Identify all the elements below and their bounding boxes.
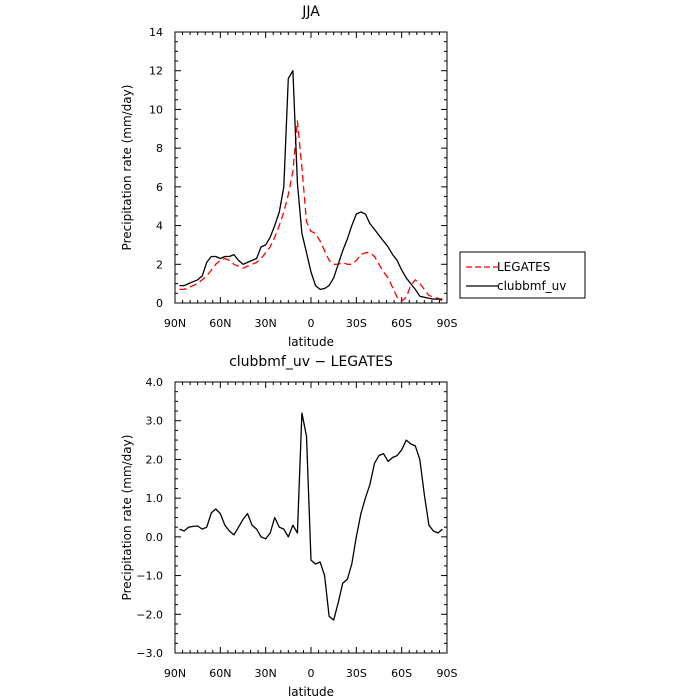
plot-frame: [174, 381, 448, 654]
chart-title: JJA: [301, 4, 320, 20]
y-tick-label: −2.0: [136, 608, 163, 621]
y-tick-label: 1.0: [146, 492, 164, 505]
y-tick-label: 2.0: [146, 453, 164, 466]
x-tick-label: 60S: [391, 317, 412, 330]
plot-frame: [174, 31, 448, 304]
y-tick-label: 14: [149, 26, 163, 39]
y-tick-label: −3.0: [136, 647, 163, 660]
y-tick-label: 0.0: [146, 531, 164, 544]
x-tick-label: 90S: [437, 667, 458, 680]
legend-label: clubbmf_uv: [497, 279, 566, 293]
y-tick-label: 0: [156, 297, 163, 310]
y-tick-label: 6: [156, 181, 163, 194]
x-tick-label: 60N: [209, 317, 231, 330]
x-axis-label: latitude: [288, 685, 334, 699]
series-line-difference: [179, 412, 443, 621]
y-axis-label: Precipitation rate (mm/day): [120, 435, 134, 601]
y-axis-label: Precipitation rate (mm/day): [120, 85, 134, 251]
y-tick-label: 4.0: [146, 376, 164, 389]
series-line-clubbmf_uv: [179, 70, 443, 300]
y-tick-label: 3.0: [146, 415, 164, 428]
x-tick-label: 30S: [346, 317, 367, 330]
legend: LEGATES clubbmf_uv: [459, 251, 586, 299]
x-tick-label: 60S: [391, 667, 412, 680]
y-tick-label: −1.0: [136, 570, 163, 583]
x-tick-label: 30S: [346, 667, 367, 680]
legend-label: LEGATES: [497, 260, 550, 274]
chart-panel-2: clubbmf_uv − LEGATES 90N 60N 30N 0 30S 60S 90S −…: [120, 354, 458, 699]
legend-box: [459, 251, 586, 299]
x-tick-label: 90N: [164, 317, 186, 330]
x-tick-label: 90N: [164, 667, 186, 680]
x-tick-label: 30N: [255, 667, 277, 680]
chart-title: clubbmf_uv − LEGATES: [229, 354, 393, 370]
x-tick-label: 30N: [255, 317, 277, 330]
x-tick-label: 0: [308, 667, 315, 680]
x-axis-label: latitude: [288, 335, 334, 349]
y-tick-label: 4: [156, 220, 163, 233]
y-tick-label: 10: [149, 103, 163, 116]
y-tick-label: 12: [149, 65, 163, 78]
chart-panel-1: JJA 90N 60N 30N 0 30S 60S 90S 0 2 4 6 8 10 12 14 latitud…: [120, 4, 586, 349]
series-line-legates: [179, 120, 443, 302]
y-tick-label: 8: [156, 142, 163, 155]
x-tick-label: 60N: [209, 667, 231, 680]
y-tick-label: 2: [156, 258, 163, 271]
x-tick-label: 0: [308, 317, 315, 330]
x-tick-label: 90S: [437, 317, 458, 330]
